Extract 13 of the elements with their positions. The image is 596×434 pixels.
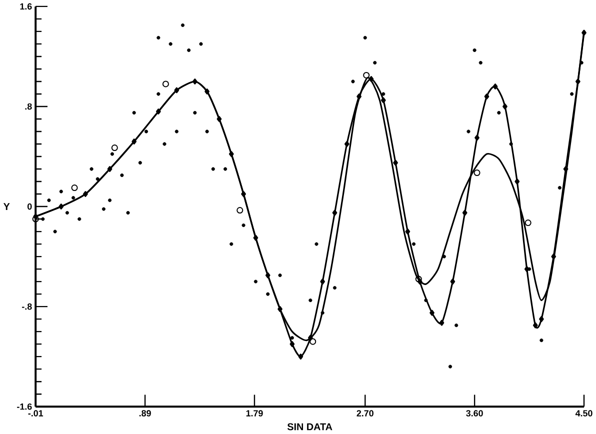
x-tick-label: .89 xyxy=(139,410,151,417)
y-tick-label: 0 xyxy=(28,204,32,210)
y-tick-label: -.8 xyxy=(22,304,32,310)
y-tick-label: -1.6 xyxy=(17,404,32,410)
x-tick-label: -.01 xyxy=(28,410,44,417)
x-axis-title: SIN DATA xyxy=(287,423,332,430)
x-tick-label: 3.60 xyxy=(466,410,483,417)
y-tick-label: 1.6 xyxy=(20,4,32,10)
y-axis-title: Y xyxy=(3,203,10,210)
x-tick-label: 2.70 xyxy=(356,410,374,417)
y-tick-label: .8 xyxy=(25,104,32,110)
x-tick-label: 4.50 xyxy=(575,410,592,417)
x-tick-label: 1.79 xyxy=(246,410,263,417)
